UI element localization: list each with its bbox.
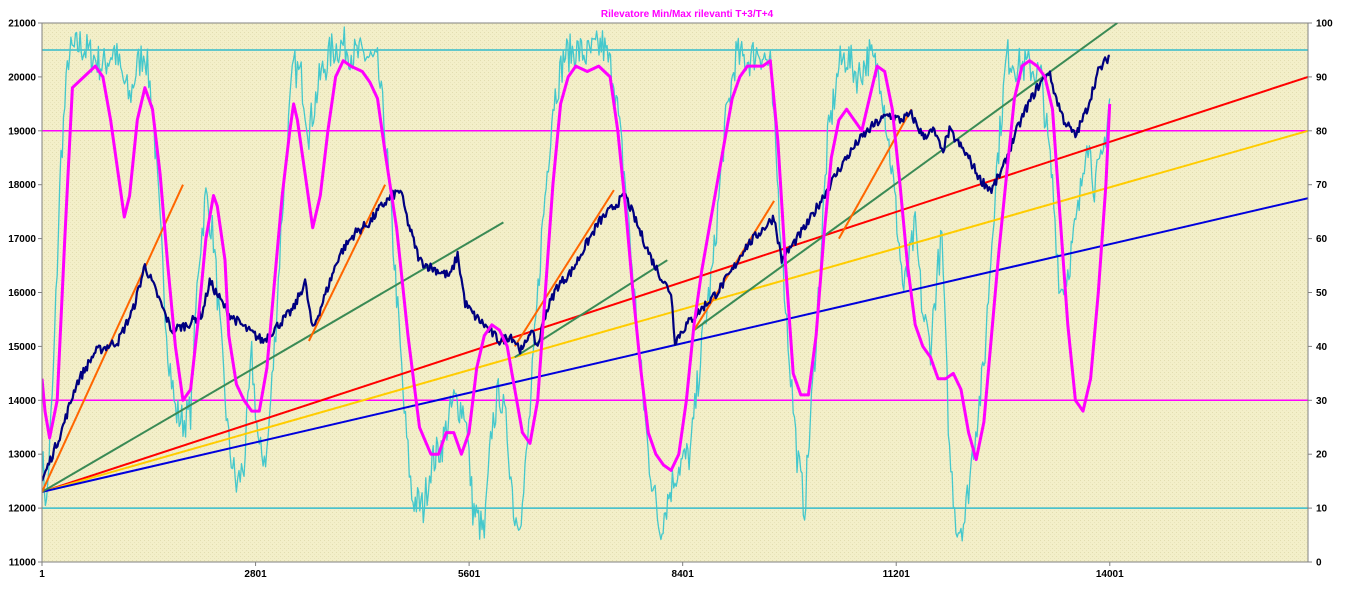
y-left-tick-label: 21000 xyxy=(8,19,36,30)
series-line-1 xyxy=(42,59,1112,472)
y-right-tick-label: 30 xyxy=(1316,396,1328,407)
series-line-3 xyxy=(42,75,1308,493)
x-tick-label: 1 xyxy=(39,569,45,580)
axes: 1100012000130001400015000160001700018000… xyxy=(8,19,1333,581)
plot-area xyxy=(41,22,1309,563)
y-right-tick-label: 10 xyxy=(1316,504,1328,515)
y-left-tick-label: 11000 xyxy=(9,558,37,569)
x-tick-label: 5601 xyxy=(458,569,481,580)
series-group xyxy=(42,23,1308,542)
y-left-tick-label: 20000 xyxy=(8,72,36,83)
chart-title: Rilevatore Min/Max rilevanti T+3/T+4 xyxy=(601,9,774,20)
x-tick-label: 11201 xyxy=(883,569,911,580)
y-right-tick-label: 0 xyxy=(1316,558,1322,569)
series-line-9 xyxy=(42,184,184,493)
series-line-0 xyxy=(42,54,1111,482)
series-line-10 xyxy=(308,184,386,342)
y-left-tick-label: 15000 xyxy=(8,342,36,353)
y-left-tick-label: 17000 xyxy=(8,234,36,245)
y-right-tick-label: 70 xyxy=(1316,180,1328,191)
y-right-tick-label: 80 xyxy=(1316,126,1328,137)
y-left-tick-label: 16000 xyxy=(8,288,36,299)
reference-lines xyxy=(42,49,1308,509)
series-line-11 xyxy=(513,189,615,347)
y-right-tick-label: 40 xyxy=(1316,342,1328,353)
x-tick-label: 2801 xyxy=(244,569,267,580)
y-left-tick-label: 13000 xyxy=(8,450,36,461)
y-right-tick-label: 90 xyxy=(1316,72,1328,83)
y-right-tick-label: 20 xyxy=(1316,450,1328,461)
y-left-tick-label: 19000 xyxy=(8,126,36,137)
y-right-tick-label: 50 xyxy=(1316,288,1328,299)
y-left-tick-label: 14000 xyxy=(8,396,36,407)
series-line-4 xyxy=(42,129,1308,493)
x-tick-label: 8401 xyxy=(672,569,695,580)
series-line-13 xyxy=(838,108,913,240)
x-tick-label: 14001 xyxy=(1096,569,1124,580)
y-right-tick-label: 60 xyxy=(1316,234,1328,245)
y-left-tick-label: 12000 xyxy=(8,504,36,515)
y-left-tick-label: 18000 xyxy=(8,180,36,191)
y-right-tick-label: 100 xyxy=(1316,19,1333,30)
